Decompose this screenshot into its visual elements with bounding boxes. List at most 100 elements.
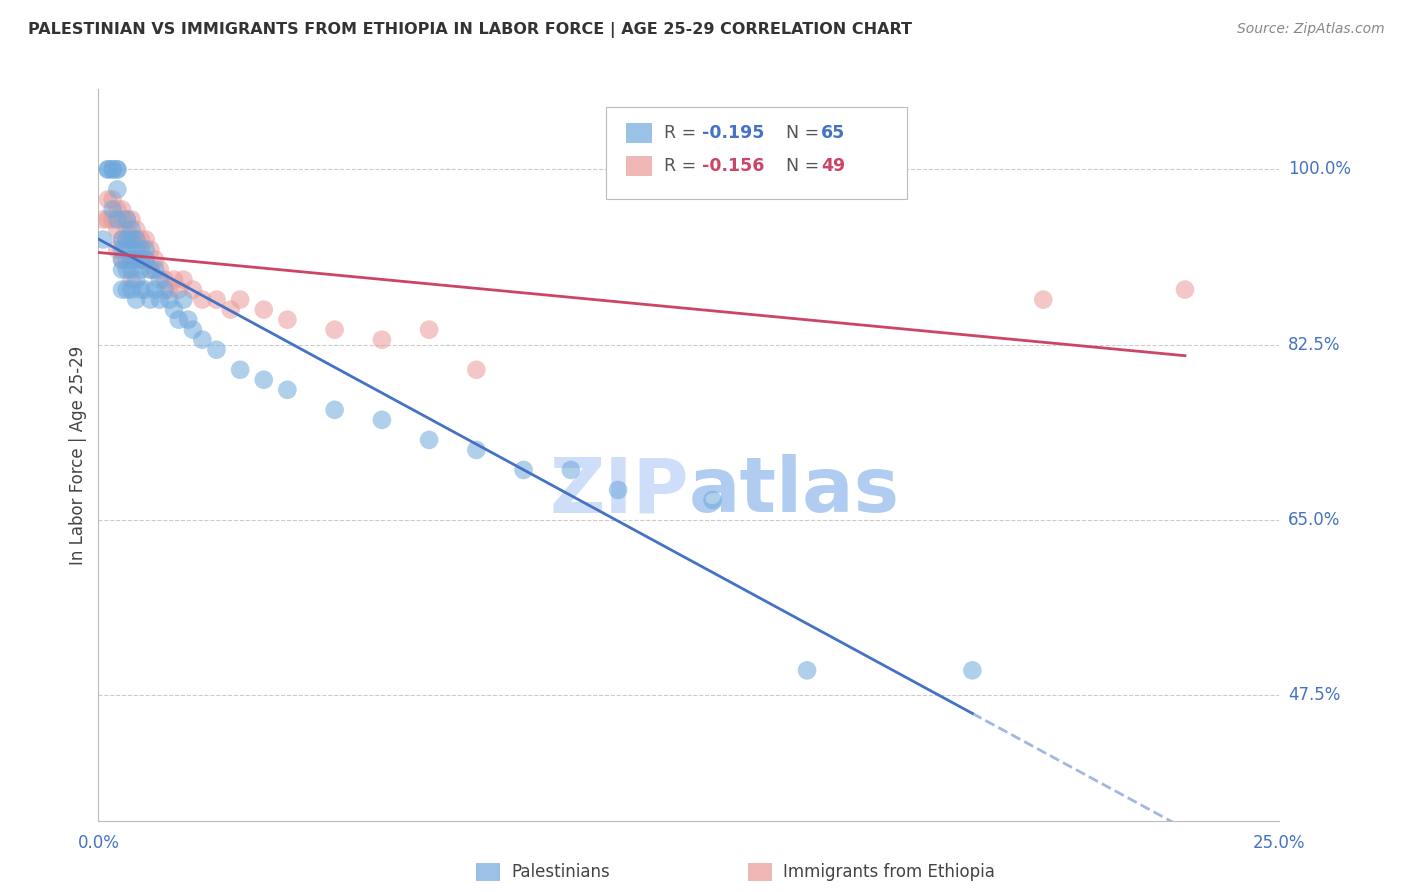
Text: PALESTINIAN VS IMMIGRANTS FROM ETHIOPIA IN LABOR FORCE | AGE 25-29 CORRELATION C: PALESTINIAN VS IMMIGRANTS FROM ETHIOPIA … (28, 22, 912, 38)
Point (149, 272, 172, 286)
Point (143, 283, 166, 297)
Point (129, 252, 152, 267)
Bar (626, 123, 652, 144)
Point (115, 283, 138, 297)
Text: N =: N = (786, 124, 824, 142)
Point (135, 283, 157, 297)
Point (101, 193, 124, 207)
Point (135, 252, 157, 267)
Point (149, 262, 172, 277)
Point (97, 212, 120, 227)
Point (111, 262, 134, 277)
Point (560, 463, 582, 477)
Point (125, 232, 148, 246)
Text: 65.0%: 65.0% (1288, 511, 1340, 529)
Text: -0.156: -0.156 (702, 157, 765, 175)
Point (157, 283, 180, 297)
Point (97, 162, 120, 177)
Point (125, 252, 148, 267)
Text: 49: 49 (821, 157, 845, 175)
Text: Immigrants from Ethiopia: Immigrants from Ethiopia (783, 863, 995, 880)
Point (139, 262, 162, 277)
Text: 47.5%: 47.5% (1288, 686, 1340, 705)
Point (121, 252, 143, 267)
Point (105, 162, 128, 177)
Text: 25.0%: 25.0% (1253, 834, 1306, 853)
Point (121, 262, 143, 277)
Point (153, 283, 176, 297)
Point (111, 232, 134, 246)
Point (129, 262, 152, 277)
Point (181, 323, 204, 337)
Point (465, 363, 488, 377)
Point (219, 302, 242, 317)
Point (796, 664, 818, 678)
Point (115, 222, 138, 236)
Point (512, 463, 534, 477)
Point (91, 212, 114, 227)
Point (115, 252, 138, 267)
Point (167, 312, 190, 326)
Point (111, 252, 134, 267)
Point (205, 293, 228, 307)
Point (323, 402, 346, 417)
Point (115, 212, 138, 227)
Point (276, 312, 298, 326)
Point (139, 262, 162, 277)
Point (177, 312, 200, 326)
Point (153, 272, 176, 286)
Point (111, 212, 134, 227)
Point (121, 222, 143, 236)
Point (702, 493, 724, 508)
Point (111, 243, 134, 257)
Point (167, 283, 190, 297)
Point (172, 293, 194, 307)
Point (105, 162, 128, 177)
Point (97, 193, 120, 207)
Point (115, 243, 138, 257)
Point (205, 343, 228, 357)
Point (143, 252, 166, 267)
Point (229, 293, 252, 307)
Point (115, 262, 138, 277)
Point (125, 222, 148, 236)
Point (181, 283, 204, 297)
Text: Palestinians: Palestinians (512, 863, 610, 880)
Point (323, 323, 346, 337)
Point (125, 272, 148, 286)
Point (229, 363, 252, 377)
Point (962, 664, 984, 678)
Point (125, 243, 148, 257)
Point (111, 283, 134, 297)
Point (121, 212, 143, 227)
Text: R =: R = (664, 157, 702, 175)
Point (276, 383, 298, 397)
Point (135, 243, 157, 257)
Point (607, 483, 630, 497)
Text: 65: 65 (821, 124, 845, 142)
Text: ZIP: ZIP (550, 455, 689, 528)
Point (1032, 293, 1054, 307)
Point (135, 232, 157, 246)
Text: Source: ZipAtlas.com: Source: ZipAtlas.com (1237, 22, 1385, 37)
Bar (477, 863, 501, 881)
Text: 100.0%: 100.0% (1288, 161, 1351, 178)
Point (111, 252, 134, 267)
Text: -0.195: -0.195 (702, 124, 765, 142)
Point (139, 293, 162, 307)
Point (149, 293, 172, 307)
Point (115, 232, 138, 246)
Point (418, 433, 440, 447)
Point (105, 243, 128, 257)
Point (125, 232, 148, 246)
Point (191, 333, 214, 347)
Point (111, 232, 134, 246)
Point (143, 262, 166, 277)
Point (157, 293, 180, 307)
Point (105, 212, 128, 227)
Point (129, 243, 152, 257)
Point (125, 252, 148, 267)
Point (121, 283, 143, 297)
Point (253, 373, 276, 387)
Point (371, 333, 394, 347)
